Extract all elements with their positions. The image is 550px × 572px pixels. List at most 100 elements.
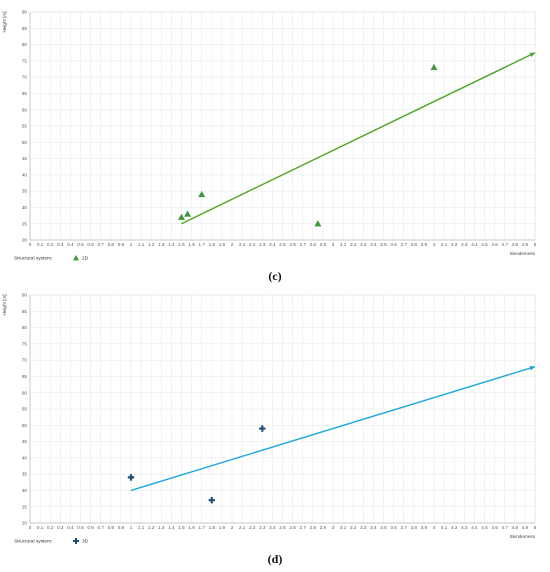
x-tick-label: 0.7 xyxy=(98,242,105,247)
x-tick-label: 0.3 xyxy=(57,525,64,530)
y-tick-label: 35 xyxy=(22,189,28,194)
x-tick-label: 2.4 xyxy=(269,242,276,247)
x-tick-label: 5 xyxy=(534,242,537,247)
panel-label: (c) xyxy=(268,269,281,283)
x-tick-label: 0 xyxy=(29,525,32,530)
y-tick-label: 85 xyxy=(22,309,28,314)
legend: Structural system: 2D xyxy=(14,255,89,262)
x-tick-label: 1.8 xyxy=(209,525,216,530)
x-tick-label: 4.2 xyxy=(451,525,458,530)
y-tick-label: 45 xyxy=(22,439,28,444)
y-tick-label: 40 xyxy=(22,455,28,460)
x-tick-label: 1.7 xyxy=(199,525,206,530)
y-tick-label: 20 xyxy=(22,521,28,526)
x-tick-label: 0.8 xyxy=(108,525,115,530)
x-tick-label: 3.5 xyxy=(380,242,387,247)
x-tick-label: 3.8 xyxy=(411,242,418,247)
x-tick-label: 1.4 xyxy=(168,242,175,247)
x-tick-label: 1.6 xyxy=(188,525,195,530)
trend-arrowhead xyxy=(529,52,535,58)
legend-marker xyxy=(73,255,79,261)
x-axis-title: Slenderness xyxy=(509,534,535,539)
x-tick-label: 2.7 xyxy=(300,525,307,530)
x-tick-label: 0.4 xyxy=(67,242,74,247)
x-tick-label: 4.3 xyxy=(461,525,468,530)
x-tick-label: 3.9 xyxy=(421,242,428,247)
y-tick-label: 90 xyxy=(22,10,28,15)
legend-title: Structural system: xyxy=(14,256,52,262)
y-tick-label: 60 xyxy=(22,107,28,112)
x-tick-label: 3.2 xyxy=(350,242,357,247)
x-tick-label: 2 xyxy=(231,242,234,247)
x-tick-label: 3.2 xyxy=(350,525,357,530)
data-point xyxy=(184,210,192,217)
x-tick-label: 4.6 xyxy=(491,525,498,530)
x-tick-label: 4.8 xyxy=(512,525,519,530)
x-tick-label: 3 xyxy=(332,525,335,530)
x-tick-label: 2.8 xyxy=(310,525,317,530)
x-tick-label: 3.9 xyxy=(421,525,428,530)
y-tick-label: 80 xyxy=(22,325,28,330)
data-point xyxy=(259,425,266,432)
y-tick-label: 55 xyxy=(22,124,28,129)
legend-marker xyxy=(73,538,79,544)
x-tick-label: 2.3 xyxy=(259,242,266,247)
y-tick-label: 55 xyxy=(22,407,28,412)
x-tick-label: 1.9 xyxy=(219,525,226,530)
y-axis-title: Height [m] xyxy=(2,295,7,316)
x-tick-label: 3.7 xyxy=(401,242,408,247)
y-tick-label: 25 xyxy=(22,504,28,509)
x-tick-label: 0.7 xyxy=(98,525,105,530)
y-tick-label: 50 xyxy=(22,423,28,428)
legend-entry: 2D xyxy=(82,256,89,262)
y-tick-label: 35 xyxy=(22,472,28,477)
y-tick-label: 70 xyxy=(22,358,28,363)
data-point xyxy=(178,213,185,220)
y-tick-label: 45 xyxy=(22,156,28,161)
x-tick-label: 0.5 xyxy=(77,242,84,247)
data-point xyxy=(314,220,322,227)
x-tick-label: 1.5 xyxy=(178,525,185,530)
x-tick-label: 2.8 xyxy=(310,242,317,247)
y-tick-label: 65 xyxy=(22,374,28,379)
y-tick-label: 75 xyxy=(22,58,28,63)
legend: Structural system: 3D xyxy=(14,538,89,545)
x-tick-label: 2.1 xyxy=(239,242,246,247)
x-tick-label: 2.1 xyxy=(239,525,246,530)
x-tick-label: 0.6 xyxy=(87,242,94,247)
x-tick-label: 2 xyxy=(231,525,234,530)
legend-entry: 3D xyxy=(82,539,89,545)
x-tick-label: 1.7 xyxy=(199,242,206,247)
y-tick-label: 25 xyxy=(22,221,28,226)
x-tick-label: 4.6 xyxy=(491,242,498,247)
data-point xyxy=(430,63,438,71)
trend-arrowhead xyxy=(529,365,535,371)
y-tick-label: 65 xyxy=(22,91,28,96)
x-tick-label: 2.3 xyxy=(259,525,266,530)
x-tick-label: 4.3 xyxy=(461,242,468,247)
x-tick-label: 4.2 xyxy=(451,242,458,247)
x-tick-label: 4.9 xyxy=(522,525,529,530)
x-tick-label: 1.3 xyxy=(158,525,165,530)
x-tick-label: 5 xyxy=(534,525,537,530)
x-tick-label: 2.7 xyxy=(300,242,307,247)
x-tick-label: 2.9 xyxy=(320,525,327,530)
x-tick-label: 1 xyxy=(130,525,133,530)
y-tick-label: 60 xyxy=(22,390,28,395)
x-tick-label: 0.9 xyxy=(118,525,125,530)
data-point xyxy=(198,190,206,198)
x-tick-label: 0.2 xyxy=(47,525,54,530)
x-tick-label: 4.5 xyxy=(481,242,488,247)
x-tick-label: 0.3 xyxy=(57,242,64,247)
panel-label: (d) xyxy=(268,552,283,566)
x-tick-label: 2.5 xyxy=(279,525,286,530)
x-tick-label: 4.5 xyxy=(481,525,488,530)
x-tick-label: 2.2 xyxy=(249,242,256,247)
legend-title: Structural system: xyxy=(14,539,52,545)
x-tick-label: 0.1 xyxy=(37,525,44,530)
x-tick-label: 1.8 xyxy=(209,242,216,247)
x-tick-label: 3.1 xyxy=(340,242,347,247)
x-tick-label: 0 xyxy=(29,242,32,247)
